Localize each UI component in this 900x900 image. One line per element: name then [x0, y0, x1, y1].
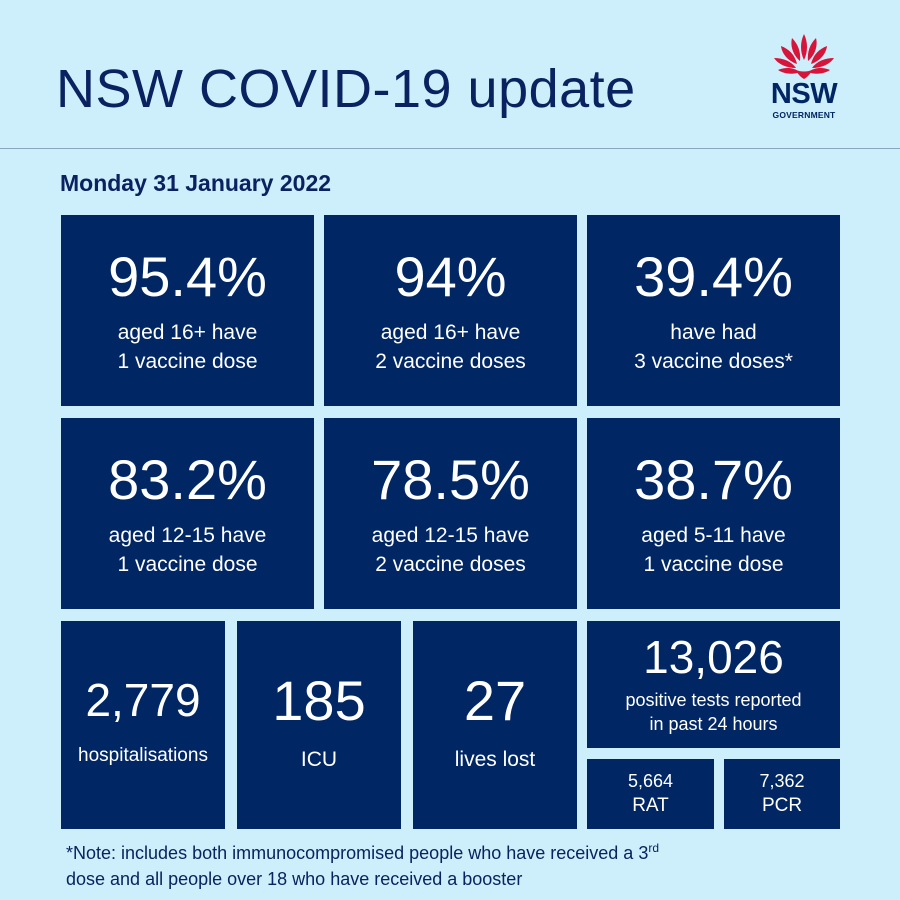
logo-subtitle: GOVERNMENT: [772, 110, 836, 120]
stat-value: 185: [272, 669, 366, 732]
footnote-line2: dose and all people over 18 who have rec…: [66, 869, 523, 889]
header: NSW COVID-19 update NSW GOVERNMENT: [0, 0, 900, 149]
stat-tile-16plus-dose2: 94% aged 16+ have 2 vaccine doses: [324, 215, 577, 406]
stat-value: 95.4%: [108, 245, 267, 308]
stat-tile-positive-tests: 13,026 positive tests reported in past 24…: [587, 621, 840, 748]
stat-value: 13,026: [643, 631, 784, 683]
footnote: *Note: includes both immunocompromised p…: [66, 840, 866, 892]
stat-tile-12to15-dose2: 78.5% aged 12-15 have 2 vaccine doses: [324, 418, 577, 609]
waratah-icon: [774, 34, 834, 79]
stat-label: PCR: [761, 795, 803, 816]
stat-label: aged 12-15 have 1 vaccine dose: [108, 524, 267, 576]
stat-label: aged 5-11 have 1 vaccine dose: [641, 524, 786, 576]
stat-value: 83.2%: [108, 448, 267, 511]
stat-value: 27: [463, 669, 527, 732]
stat-tile-12to15-dose1: 83.2% aged 12-15 have 1 vaccine dose: [61, 418, 314, 609]
page-title: NSW COVID-19 update: [56, 59, 636, 119]
stat-tile-16plus-dose1: 95.4% aged 16+ have 1 vaccine dose: [61, 215, 314, 406]
stat-tile-dose3: 39.4% have had 3 vaccine doses*: [587, 215, 840, 406]
stat-value: 2,779: [85, 674, 201, 726]
stat-value: 38.7%: [634, 448, 793, 511]
stat-label: aged 16+ have 2 vaccine doses: [375, 321, 526, 373]
report-date: Monday 31 January 2022: [60, 170, 332, 196]
stat-label: have had 3 vaccine doses*: [634, 321, 793, 373]
stat-label: hospitalisations: [78, 745, 208, 766]
stat-label: aged 12-15 have 2 vaccine doses: [371, 524, 530, 576]
stat-label: ICU: [300, 748, 338, 771]
stat-value: 94%: [394, 245, 507, 308]
stat-tile-icu: 185 ICU: [237, 621, 401, 829]
stat-tile-lives-lost: 27 lives lost: [413, 621, 577, 829]
nsw-government-logo: NSW GOVERNMENT: [756, 30, 852, 126]
footnote-line1: *Note: includes both immunocompromised p…: [66, 843, 649, 863]
stat-tile-pcr: 7,362 PCR: [724, 759, 840, 829]
footnote-superscript: rd: [648, 841, 659, 855]
stat-label: aged 16+ have 1 vaccine dose: [117, 321, 258, 373]
stat-value: 78.5%: [371, 448, 530, 511]
stat-label: RAT: [632, 795, 669, 816]
stat-tile-5to11-dose1: 38.7% aged 5-11 have 1 vaccine dose: [587, 418, 840, 609]
stat-label: lives lost: [454, 748, 536, 771]
stat-tile-hospitalisations: 2,779 hospitalisations: [61, 621, 225, 829]
stat-value: 7,362: [759, 771, 805, 791]
logo-wordmark: NSW: [770, 78, 838, 110]
stat-value: 5,664: [627, 771, 674, 791]
stat-value: 39.4%: [634, 245, 793, 308]
stat-label: positive tests reported in past 24 hours: [625, 690, 802, 734]
stat-tile-rat: 5,664 RAT: [587, 759, 714, 829]
